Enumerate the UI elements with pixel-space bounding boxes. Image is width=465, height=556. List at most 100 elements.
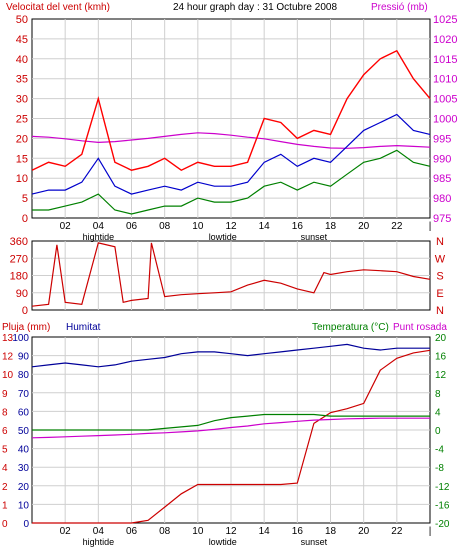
wind-min-series-line <box>32 149 431 215</box>
left-tick-label: 30 <box>16 94 28 106</box>
series-lines <box>31 49 431 524</box>
x-tick-label: 04 <box>93 526 105 537</box>
event-marker-label: hightide <box>83 537 115 547</box>
event-marker-label: lowtide <box>209 232 237 242</box>
humidity-tick-label: 60 <box>18 407 30 418</box>
x-tick-label: 16 <box>292 526 304 537</box>
event-marker-label: lowtide <box>209 537 237 547</box>
x-tick-label: 20 <box>358 526 370 537</box>
temperature-tick-label: 4 <box>435 407 441 418</box>
left-tick-label: 45 <box>16 34 28 46</box>
left-tick-label: 25 <box>16 114 28 126</box>
left-tick-label: 40 <box>16 54 28 66</box>
x-tick-label: | <box>429 221 432 232</box>
x-tick-label: 16 <box>292 221 304 232</box>
rain-tick-label: 4 <box>2 463 8 474</box>
pressure-axis-label: Pressió (mb) <box>371 2 428 13</box>
x-tick-label: 20 <box>358 221 370 232</box>
left-tick-label: 10 <box>16 173 28 185</box>
right-tick-label: 1025 <box>433 14 457 26</box>
rain-tick-label: 13 <box>2 333 14 344</box>
rain-tick-label: 8 <box>2 407 8 418</box>
left-tick-label: 20 <box>16 133 28 145</box>
right-tick-label: 1020 <box>433 34 457 46</box>
humidity-tick-label: 20 <box>18 482 30 493</box>
x-tick-label: 14 <box>259 221 271 232</box>
rain-tick-label: 9 <box>2 389 8 400</box>
x-tick-label: 22 <box>391 221 403 232</box>
left-tick-label: 270 <box>10 253 28 265</box>
right-tick-label: E <box>436 288 443 300</box>
x-tick-label: 18 <box>325 221 337 232</box>
right-tick-label: 1015 <box>433 54 457 66</box>
rain-tick-label: 0 <box>2 519 8 530</box>
temperature-tick-label: -12 <box>435 482 450 493</box>
humidity-tick-label: 80 <box>18 370 30 381</box>
rain-axis-label: Pluja (mm) <box>2 322 50 333</box>
right-tick-label: 1005 <box>433 94 457 106</box>
rain-tick-label: 1 <box>2 500 8 511</box>
chart-title: 24 hour graph day : 31 Octubre 2008 <box>173 2 337 13</box>
left-tick-label: 5 <box>22 193 28 205</box>
temperature-tick-label: 8 <box>435 389 441 400</box>
wind-axis-label: Velocitat del vent (kmh) <box>6 2 110 13</box>
wind-speed-series-line <box>31 113 431 195</box>
temperature-tick-label: 12 <box>435 370 447 381</box>
rain-tick-label: 10 <box>2 370 14 381</box>
x-tick-label: 10 <box>192 221 204 232</box>
tick-labels: 02 04 06 08 10 12 14 16 18 20 22 |02 04 06 08 10 12 14 16 1… <box>2 14 457 547</box>
humidity-tick-label: 100 <box>12 333 29 344</box>
left-tick-label: 50 <box>16 14 28 26</box>
grid-lines <box>32 19 430 523</box>
x-tick-label: 06 <box>126 221 138 232</box>
event-marker-label: hightide <box>83 232 115 242</box>
rain-tick-label: 12 <box>2 352 14 363</box>
humidity-series-line <box>31 343 430 368</box>
humidity-tick-label: 10 <box>18 500 30 511</box>
rain-tick-label: 6 <box>2 426 8 437</box>
right-tick-label: 995 <box>433 133 451 145</box>
right-tick-label: S <box>436 271 443 283</box>
temperature-series-line <box>32 413 430 431</box>
wind-gust-series-line <box>31 49 431 172</box>
humidity-tick-label: 40 <box>18 445 30 456</box>
x-tick-label: 10 <box>192 526 204 537</box>
right-tick-label: W <box>435 253 446 265</box>
right-tick-label: 990 <box>433 153 451 165</box>
x-tick-label: 02 <box>60 221 72 232</box>
rain-tick-label: 2 <box>2 482 8 493</box>
x-tick-label: 06 <box>126 526 138 537</box>
x-tick-label: 18 <box>325 526 337 537</box>
event-marker-label: sunset <box>301 232 328 242</box>
x-tick-label: 04 <box>93 221 105 232</box>
x-tick-label: 12 <box>225 526 237 537</box>
temperature-tick-label: -8 <box>435 463 444 474</box>
left-tick-label: 0 <box>22 305 28 317</box>
x-tick-label: | <box>429 526 432 537</box>
right-tick-label: 975 <box>433 213 451 225</box>
temperature-tick-label: 16 <box>435 352 447 363</box>
humidity-axis-label: Humitat <box>66 322 101 333</box>
x-tick-label: 14 <box>259 526 271 537</box>
x-tick-label: 08 <box>159 526 171 537</box>
left-tick-label: 35 <box>16 74 28 86</box>
humidity-tick-label: 70 <box>18 389 30 400</box>
rain-series-line <box>32 349 431 524</box>
right-tick-label: 980 <box>433 193 451 205</box>
x-tick-label: 02 <box>60 526 72 537</box>
left-tick-label: 90 <box>16 288 28 300</box>
temperature-tick-label: 0 <box>435 426 441 437</box>
dewpoint-series-line <box>31 417 430 439</box>
left-tick-label: 360 <box>10 236 28 248</box>
left-tick-label: 180 <box>10 271 28 283</box>
right-tick-label: N <box>436 305 444 317</box>
temperature-tick-label: -4 <box>435 445 444 456</box>
x-tick-label: 22 <box>391 526 403 537</box>
dewpoint-axis-label: Punt rosada <box>393 322 447 333</box>
right-tick-label: N <box>436 236 444 248</box>
rain-tick-label: 5 <box>2 445 8 456</box>
pressure-series-line <box>31 132 431 149</box>
temperature-tick-label: -16 <box>435 500 450 511</box>
